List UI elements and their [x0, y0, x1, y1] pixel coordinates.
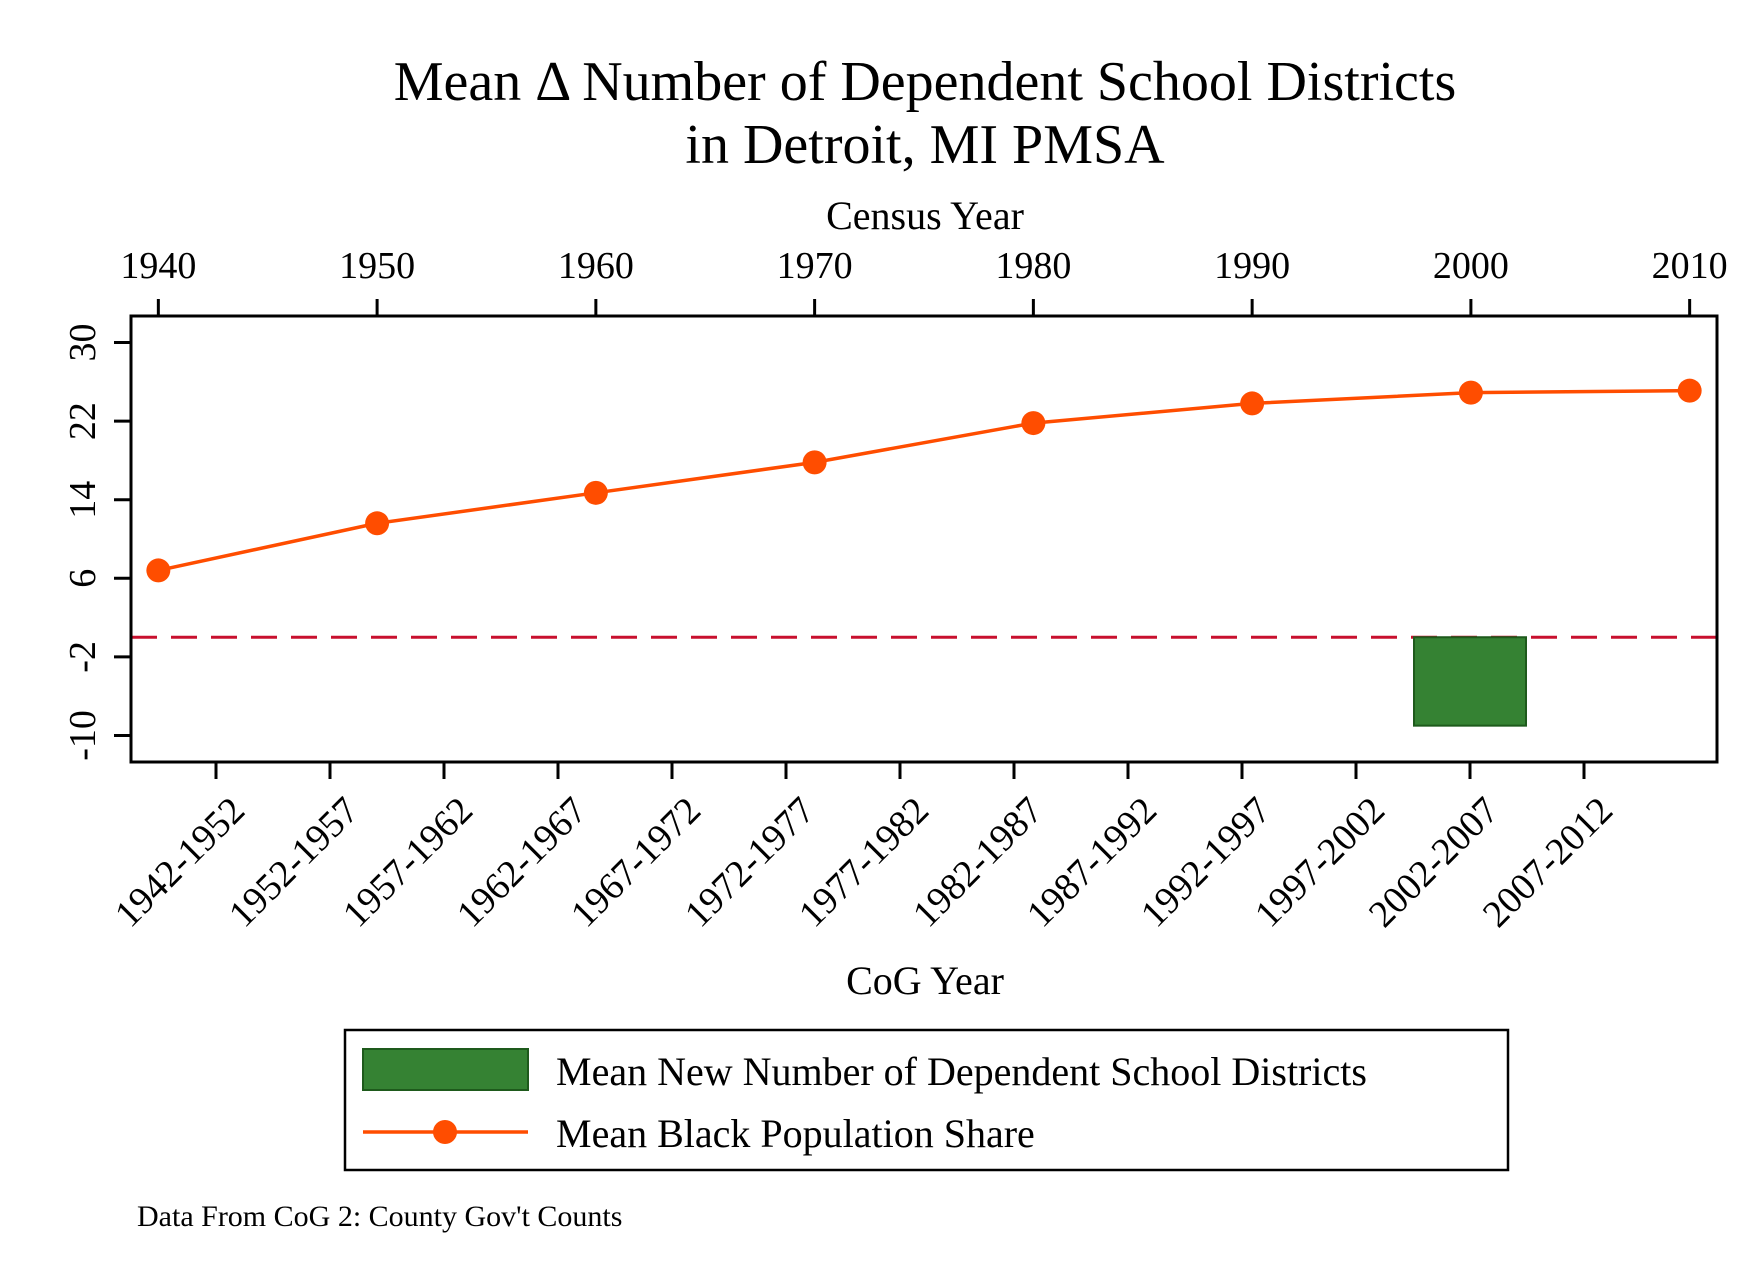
top-tick-label-1960: 1960: [558, 245, 634, 287]
top-axis-title: Census Year: [826, 193, 1024, 238]
legend-swatch-bar: [362, 1048, 529, 1091]
source-note: Data From CoG 2: County Gov't Counts: [137, 1200, 622, 1233]
point-1990: [1240, 391, 1265, 416]
bottom-axis-title: CoG Year: [846, 958, 1004, 1003]
chart-title-line-2: in Detroit, MI PMSA: [685, 114, 1165, 176]
legend: Mean New Number of Dependent School Dist…: [343, 1028, 1510, 1172]
point-2010: [1677, 378, 1702, 403]
y-axis: 30 22 14 6 -2 -10: [62, 324, 131, 761]
y-tick-label-6: 6: [62, 569, 104, 588]
top-tick-label-2010: 2010: [1652, 245, 1728, 287]
point-1960: [583, 480, 608, 505]
bar-2002-2007: [1413, 636, 1527, 727]
point-1980: [1021, 411, 1046, 436]
chart-title-line-1: Mean Δ Number of Dependent School Distri…: [394, 51, 1456, 113]
top-tick-label-1980: 1980: [995, 245, 1071, 287]
y-tick-label-14: 14: [62, 481, 104, 519]
top-tick-label-1970: 1970: [777, 245, 853, 287]
top-axis: 1940 1950 1960 1970 1980 1990 2000 2010: [120, 245, 1728, 316]
point-1970: [802, 450, 827, 475]
top-tick-label-1990: 1990: [1214, 245, 1290, 287]
point-1940: [146, 558, 171, 583]
y-tick-label-30: 30: [62, 324, 104, 362]
legend-label-line: Mean Black Population Share: [556, 1111, 1035, 1156]
y-tick-label--10: -10: [62, 710, 104, 761]
legend-frame: [343, 1028, 1510, 1172]
point-2000: [1458, 380, 1483, 405]
y-tick-label-22: 22: [62, 402, 104, 440]
bottom-axis: 1942-19521952-19571957-19621962-19671967…: [107, 762, 1621, 935]
top-tick-label-2000: 2000: [1433, 245, 1509, 287]
legend-swatch-point: [433, 1120, 457, 1144]
plot-frame: [129, 314, 1719, 764]
top-tick-label-1940: 1940: [120, 245, 196, 287]
top-tick-label-1950: 1950: [339, 245, 415, 287]
chart-title: Mean Δ Number of Dependent School Distri…: [394, 51, 1456, 176]
point-1950: [365, 511, 390, 536]
line-series: [157, 388, 1690, 573]
y-tick-label--2: -2: [62, 641, 104, 673]
plot-area: [129, 314, 1719, 764]
legend-label-bar: Mean New Number of Dependent School Dist…: [556, 1049, 1367, 1094]
